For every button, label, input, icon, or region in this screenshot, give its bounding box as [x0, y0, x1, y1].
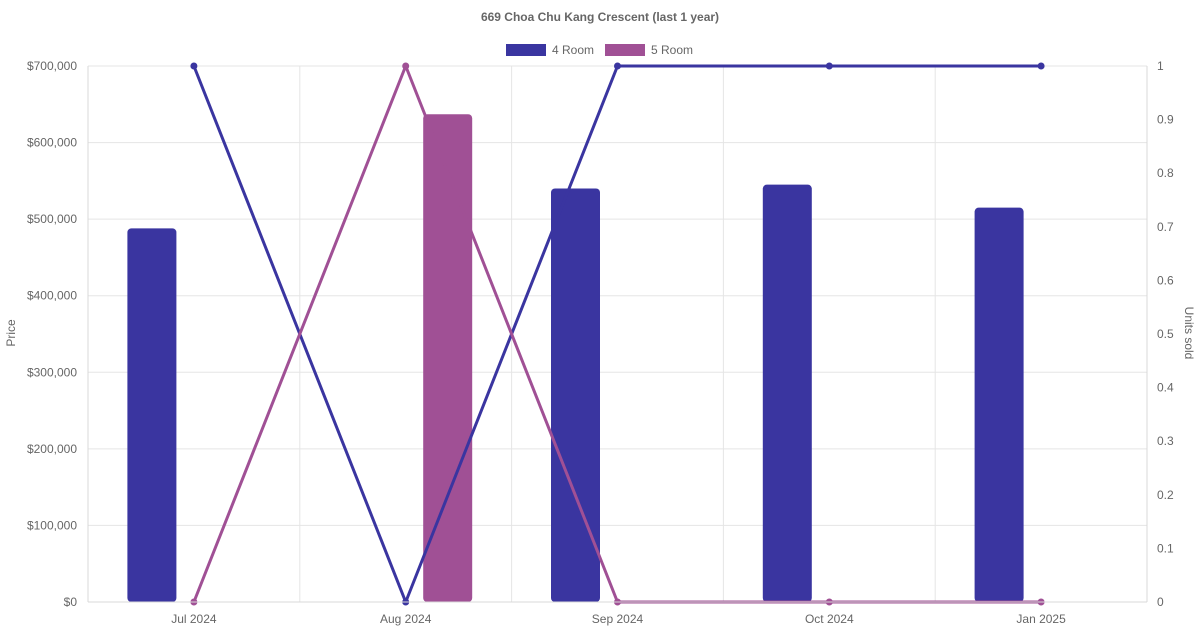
x-tick-label: Jul 2024 — [171, 612, 217, 626]
y-right-tick-label: 0.4 — [1157, 381, 1174, 395]
y-left-tick-label: $100,000 — [27, 518, 77, 532]
axes: $0 $100,000 $200,000 $300,000 $400,000 $500,0… — [27, 59, 1174, 626]
line-5-room[interactable] — [192, 64, 1043, 604]
y-right-tick-label: 0.2 — [1157, 488, 1174, 502]
y-right-tick-label: 0 — [1157, 595, 1164, 609]
y-right-tick-label: 0.8 — [1157, 166, 1174, 180]
y-right-tick-label: 0.7 — [1157, 220, 1174, 234]
y-left-tick-label: $700,000 — [27, 59, 77, 73]
y-right-tick-label: 0.6 — [1157, 273, 1174, 287]
point-4-room[interactable] — [1037, 62, 1045, 70]
point-4-room[interactable] — [825, 62, 833, 70]
y-right-tick-label: 0.3 — [1157, 434, 1174, 448]
y-right-tick-label: 0.9 — [1157, 113, 1174, 127]
x-tick-label: Aug 2024 — [380, 612, 432, 626]
y-left-axis-title: Price — [4, 319, 18, 347]
y-right-tick-label: 1 — [1157, 59, 1164, 73]
line-4-room[interactable] — [192, 64, 1043, 604]
y-left-tick-label: $600,000 — [27, 136, 77, 150]
bar-4-room[interactable] — [974, 207, 1024, 602]
y-left-tick-label: $200,000 — [27, 442, 77, 456]
y-right-axis-title: Units sold — [1182, 307, 1196, 360]
line-series — [190, 62, 1045, 606]
point-4-room[interactable] — [614, 62, 621, 70]
legend-swatch-4-room[interactable] — [506, 44, 546, 56]
bar-4-room[interactable] — [551, 188, 600, 602]
x-tick-label: Oct 2024 — [805, 612, 854, 626]
x-tick-label: Jan 2025 — [1016, 612, 1066, 626]
bar-4-room[interactable] — [762, 184, 812, 602]
bar-series — [127, 114, 1024, 603]
bar-5-room[interactable] — [423, 114, 473, 603]
bar-4-room[interactable] — [127, 228, 177, 602]
point-5-room[interactable] — [402, 62, 410, 70]
point-4-room[interactable] — [190, 62, 198, 70]
chart-title: 669 Choa Chu Kang Crescent (last 1 year) — [481, 10, 719, 24]
y-left-tick-label: $400,000 — [27, 289, 77, 303]
legend: 4 Room 5 Room — [506, 43, 693, 57]
y-left-tick-label: $300,000 — [27, 365, 77, 379]
legend-label-4-room[interactable]: 4 Room — [552, 43, 594, 57]
legend-label-5-room[interactable]: 5 Room — [651, 43, 693, 57]
legend-swatch-5-room[interactable] — [605, 44, 645, 56]
y-left-tick-label: $0 — [64, 595, 78, 609]
x-tick-label: Sep 2024 — [592, 612, 644, 626]
y-left-tick-label: $500,000 — [27, 212, 77, 226]
y-right-tick-label: 0.5 — [1157, 327, 1174, 341]
y-right-tick-label: 0.1 — [1157, 541, 1174, 555]
